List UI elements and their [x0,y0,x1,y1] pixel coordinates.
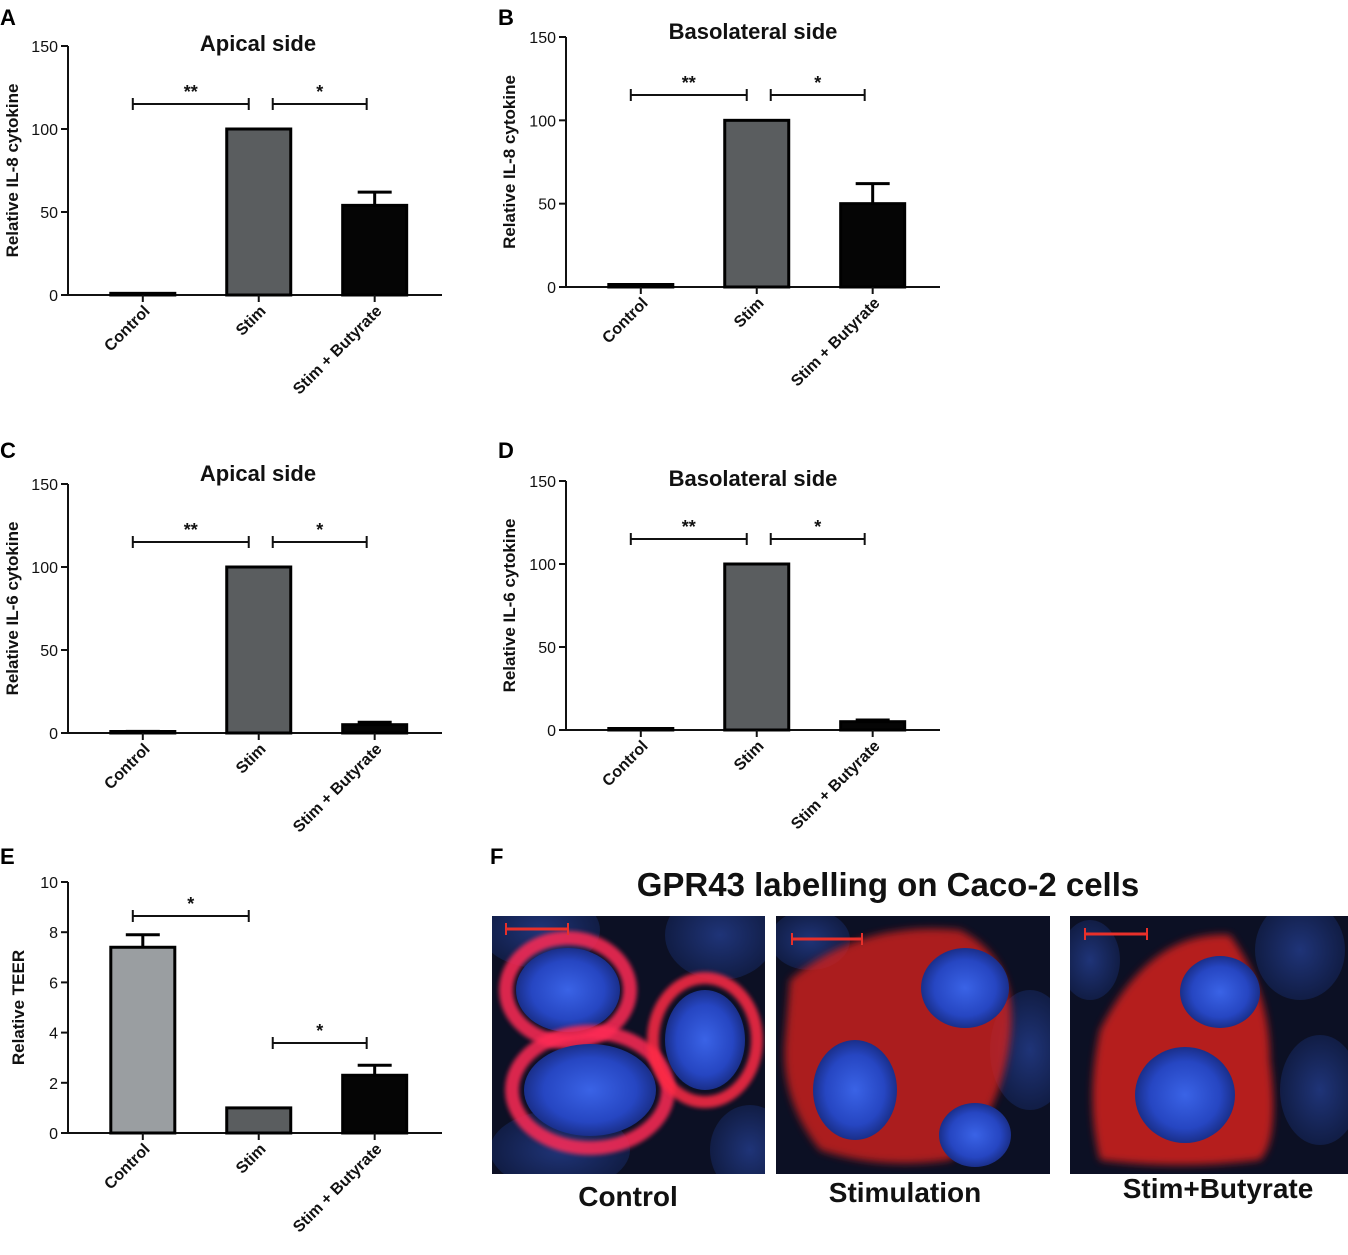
y-tick-label: 8 [49,925,58,942]
significance-label: ** [682,517,696,537]
micrograph-control [492,916,765,1174]
significance-label: ** [184,520,198,540]
category-label: Stim + Butyrate [290,741,385,836]
y-tick-label: 50 [40,205,58,222]
chart-title: Apical side [200,31,316,56]
bar [607,283,675,289]
significance-label: * [814,517,821,537]
bar [225,127,293,297]
y-tick-label: 10 [40,875,58,892]
y-tick-label: 100 [31,560,58,577]
significance-label: * [316,82,323,102]
chart-panel-d: Basolateral side Relative IL-6 cytokine 0 5… [500,466,940,833]
y-tick-label: 150 [529,474,556,491]
panel-letter-b: B [498,5,514,30]
y-tick-label: 150 [31,477,58,494]
micrograph-caption-control: Control [578,1181,678,1212]
significance-label: ** [682,73,696,93]
y-tick-label: 150 [529,30,556,47]
panel-letter-d: D [498,438,514,463]
bar [341,1073,409,1135]
bar [723,118,791,289]
micrograph-caption-stimulation: Stimulation [829,1177,981,1208]
y-tick-label: 100 [529,113,556,130]
y-axis-label: Relative IL-6 cytokine [3,522,22,696]
chart-title: Basolateral side [669,19,838,44]
y-axis-label: Relative IL-8 cytokine [3,84,22,258]
category-label: Stim + Butyrate [788,295,883,390]
y-tick-label: 4 [49,1026,58,1043]
category-label: Stim [233,303,270,340]
significance-label: * [814,73,821,93]
y-tick-label: 0 [547,280,556,297]
panel-letter-a: A [0,5,16,30]
category-label: Control [101,303,153,355]
y-tick-label: 100 [529,557,556,574]
bar [341,723,409,735]
category-label: Stim + Butyrate [290,1141,385,1236]
significance-label: ** [184,82,198,102]
chart-panel-c: Apical side Relative IL-6 cytokine 0 50 100 1… [3,461,442,836]
significance-label: * [316,1021,323,1041]
panel-letter-e: E [0,844,15,869]
category-label: Stim + Butyrate [788,738,883,833]
category-label: Control [101,741,153,793]
y-tick-label: 100 [31,122,58,139]
chart-panel-e: Relative TEER 0 2 4 6 8 10 Control Stim Stim + Bu… [9,875,442,1236]
category-label: Control [599,738,651,790]
category-label: Control [599,295,651,347]
chart-title: Apical side [200,461,316,486]
y-tick-label: 6 [49,975,58,992]
category-label: Control [101,1141,153,1193]
y-axis-label: Relative IL-6 cytokine [500,519,519,693]
y-tick-label: 150 [31,39,58,56]
panel-letter-f: F [490,844,503,869]
y-axis-label: Relative TEER [9,950,28,1065]
bar [723,562,791,732]
category-label: Stim [731,295,768,332]
panel-letter-c: C [0,438,16,463]
chart-title: Basolateral side [669,466,838,491]
y-tick-label: 0 [49,726,58,743]
bar [341,203,409,297]
y-tick-label: 2 [49,1076,58,1093]
bar [225,565,293,735]
bar [225,1106,293,1135]
micrograph-stimulation [776,916,1050,1174]
chart-panel-b: Basolateral side Relative IL-8 cytokine 0 5… [500,19,940,390]
micrograph-caption-stim-butyrate: Stim+Butyrate [1123,1173,1314,1204]
bar [109,945,177,1135]
bar [109,291,177,297]
category-label: Stim [731,738,768,775]
y-tick-label: 0 [49,288,58,305]
y-tick-label: 0 [547,723,556,740]
category-label: Stim [233,1141,270,1178]
bar [839,720,907,732]
y-tick-label: 50 [538,640,556,657]
bar [839,202,907,289]
significance-label: * [187,894,194,914]
microscopy-title: GPR43 labelling on Caco-2 cells [637,866,1140,903]
y-tick-label: 0 [49,1126,58,1143]
category-label: Stim [233,741,270,778]
bar [607,727,675,732]
category-label: Stim + Butyrate [290,303,385,398]
micrograph-stim-butyrate [1070,916,1348,1174]
y-tick-label: 50 [40,643,58,660]
significance-label: * [316,520,323,540]
chart-panel-a: Apical side Relative IL-8 cytokine 0 50 100 1… [3,31,442,398]
y-axis-label: Relative IL-8 cytokine [500,75,519,249]
y-tick-label: 50 [538,197,556,214]
